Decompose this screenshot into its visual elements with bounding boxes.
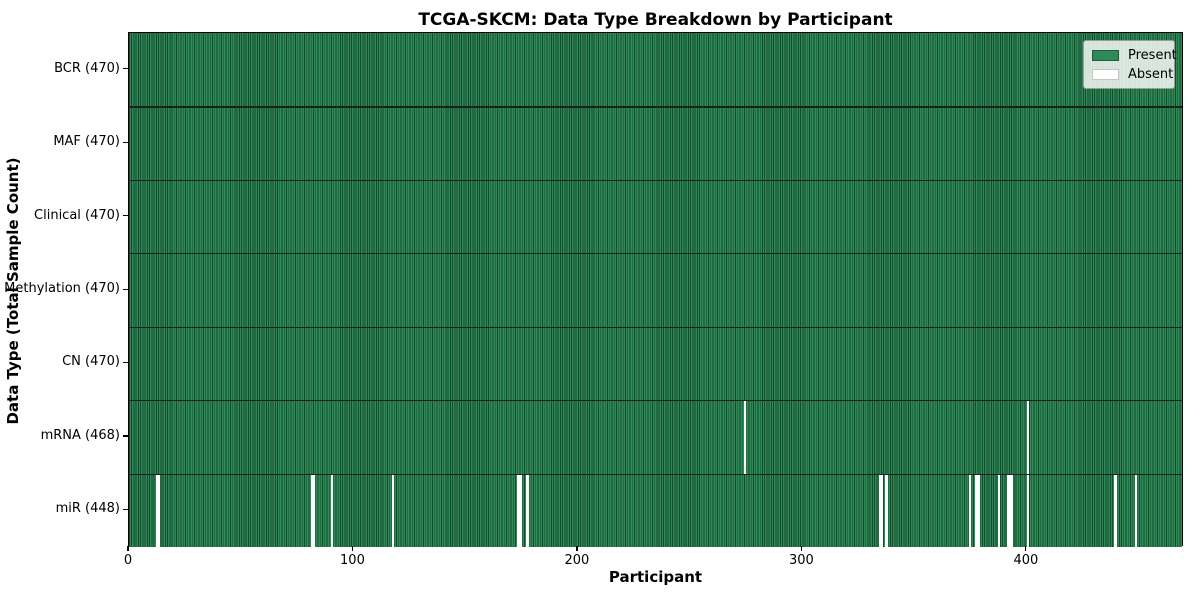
heatmap-row-Methylation bbox=[129, 253, 1182, 327]
heatmap-row-BCR bbox=[129, 33, 1182, 107]
present-swatch-icon bbox=[1092, 49, 1119, 61]
absent-stripe bbox=[878, 473, 881, 547]
y-tick-label-BCR: BCR (470) bbox=[54, 60, 120, 76]
legend-item-absent: Absent bbox=[1092, 66, 1173, 82]
y-tick-mark bbox=[123, 508, 128, 510]
absent-stripe bbox=[517, 473, 520, 547]
absent-stripe bbox=[968, 473, 971, 547]
x-tick-label: 100 bbox=[340, 553, 365, 568]
heatmap-row-Clinical bbox=[129, 179, 1182, 254]
absent-stripe bbox=[1134, 473, 1137, 547]
absent-stripe bbox=[158, 473, 161, 547]
legend-label-present: Present bbox=[1128, 47, 1177, 63]
row-divider bbox=[129, 179, 1182, 182]
x-tick-mark bbox=[800, 546, 802, 551]
absent-swatch-icon bbox=[1092, 68, 1119, 80]
x-tick-mark bbox=[127, 546, 129, 551]
absent-stripe bbox=[313, 473, 316, 547]
row-divider bbox=[129, 473, 1182, 475]
absent-stripe bbox=[1008, 473, 1012, 547]
absent-stripe bbox=[885, 473, 888, 547]
absent-stripe bbox=[331, 473, 334, 547]
x-tick-mark bbox=[1025, 546, 1027, 551]
plot-area bbox=[128, 32, 1183, 547]
absent-stripe bbox=[1026, 400, 1030, 474]
y-tick-label-mRNA: mRNA (468) bbox=[40, 427, 120, 443]
heatmap-row-miR bbox=[129, 473, 1182, 547]
x-tick-label: 0 bbox=[123, 553, 133, 568]
y-tick-mark bbox=[123, 361, 128, 364]
x-tick-label: 200 bbox=[564, 553, 590, 568]
absent-stripe bbox=[744, 400, 747, 474]
x-tick-label: 300 bbox=[788, 553, 814, 568]
legend-label-absent: Absent bbox=[1128, 66, 1174, 82]
absent-stripe bbox=[1114, 473, 1117, 547]
heatmap-row-CN bbox=[129, 326, 1182, 401]
heatmap-row-mRNA bbox=[129, 400, 1182, 474]
y-tick-mark bbox=[123, 288, 128, 290]
absent-stripe bbox=[310, 473, 314, 547]
y-tick-label-CN: CN (470) bbox=[62, 354, 120, 370]
y-tick-label-miR: miR (448) bbox=[55, 501, 120, 517]
absent-stripe bbox=[975, 473, 978, 547]
y-tick-label-MAF: MAF (470) bbox=[53, 134, 120, 150]
absent-stripe bbox=[526, 473, 529, 547]
y-tick-mark bbox=[123, 435, 128, 437]
chart-title: TCGA-SKCM: Data Type Breakdown by Partic… bbox=[418, 10, 893, 30]
absent-stripe bbox=[155, 473, 159, 547]
y-tick-mark bbox=[123, 141, 128, 143]
y-tick-label-Clinical: Clinical (470) bbox=[34, 207, 120, 223]
row-divider bbox=[129, 253, 1182, 255]
absent-stripe bbox=[391, 473, 394, 547]
absent-stripe bbox=[1011, 473, 1014, 547]
x-axis-label: Participant bbox=[608, 568, 703, 586]
heatmap-row-MAF bbox=[129, 106, 1182, 180]
absent-stripe bbox=[1026, 473, 1030, 547]
legend-item-present: Present bbox=[1092, 47, 1177, 63]
absent-stripe bbox=[1006, 473, 1009, 547]
absent-stripe bbox=[997, 473, 1000, 547]
row-divider bbox=[129, 106, 1182, 108]
x-tick-mark bbox=[576, 546, 578, 551]
absent-stripe bbox=[519, 473, 522, 547]
y-tick-label-Methylation: Methylation (470) bbox=[4, 281, 120, 296]
y-tick-mark bbox=[123, 68, 128, 70]
row-divider bbox=[129, 326, 1182, 328]
row-divider bbox=[129, 400, 1182, 402]
absent-stripe bbox=[880, 473, 884, 547]
legend: Present Absent bbox=[1083, 40, 1177, 89]
x-tick-label: 400 bbox=[1013, 553, 1039, 568]
x-tick-mark bbox=[351, 546, 354, 551]
y-tick-mark bbox=[123, 215, 128, 217]
absent-stripe bbox=[977, 473, 980, 547]
